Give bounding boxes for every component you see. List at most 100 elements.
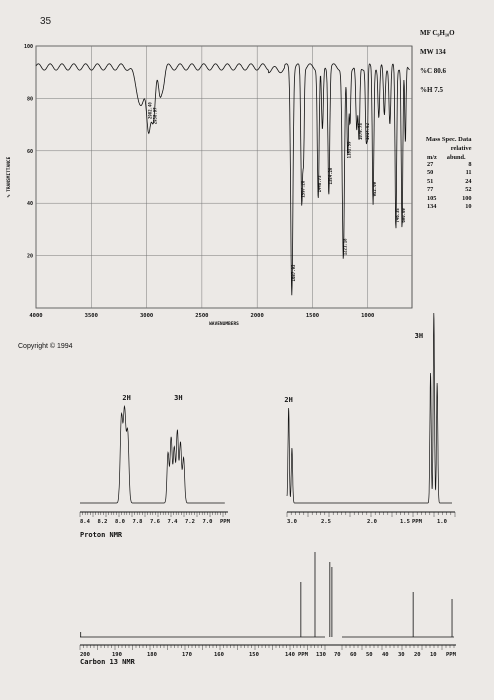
ir-peak-label: 1448.73 xyxy=(317,175,322,192)
ir-y-label: % TRANSMITTANCE xyxy=(6,156,12,197)
proton-nmr-trace-aliphatic xyxy=(286,312,452,504)
page-number: 35 xyxy=(40,16,52,27)
proton-x-tick: 1.5 xyxy=(400,519,410,525)
carbon-x-tick: 200 xyxy=(80,652,90,658)
ir-peak-label: 1181.59 xyxy=(347,141,352,158)
carbon-nmr-title: Carbon 13 NMR xyxy=(80,658,135,666)
proton-x-tick: 7.6 xyxy=(150,519,161,525)
proton-x-tick: 3.0 xyxy=(287,519,297,525)
percent-carbon: %C 80.6 xyxy=(420,67,447,75)
ir-x-tick: 1000 xyxy=(361,313,374,319)
proton-x-tick: 7.2 xyxy=(185,519,195,525)
carbon-x-tick: 70 xyxy=(334,652,341,658)
ir-peak-label: 1079.75 xyxy=(358,123,363,140)
ir-x-tick: 2500 xyxy=(195,313,208,319)
ir-peak-label: 690.09 xyxy=(401,208,406,223)
proton-x-tick: 8.2 xyxy=(98,519,108,525)
mz-value: 77 xyxy=(427,186,434,194)
carbon-x-tick: 130 xyxy=(316,652,326,658)
carbon-x-tick: 170 xyxy=(182,652,192,658)
carbon-x-tick: 30 xyxy=(398,652,405,658)
ir-peak-label: 2982.40 xyxy=(148,102,153,119)
proton-integration-label: 2H xyxy=(122,394,130,402)
carbon-x-tick: 10 xyxy=(430,652,437,658)
mass-spec-table: Mass Spec. Data relative m/z abund. 27 8 5… xyxy=(423,135,472,211)
proton-x-tick: 8.0 xyxy=(115,519,125,525)
ir-peak-label: 1354.20 xyxy=(328,167,333,184)
ir-peak-label: 1597.28 xyxy=(301,180,306,197)
proton-x-tick: PPM xyxy=(412,519,423,525)
mz-value: 51 xyxy=(427,177,434,185)
carbon-x-tick: 50 xyxy=(366,652,373,658)
abund-value: 100 xyxy=(462,194,472,202)
proton-nmr-trace-aromatic xyxy=(80,404,225,504)
mass-spec-subtitle: relative xyxy=(450,145,472,152)
percent-hydrogen: %H 7.5 xyxy=(420,86,443,94)
proton-x-tick: 8.4 xyxy=(80,519,91,525)
proton-x-tick: 2.5 xyxy=(321,519,331,525)
ir-y-tick: 40 xyxy=(27,201,33,207)
carbon-x-tick: PPM xyxy=(298,652,309,658)
carbon-x-tick: 40 xyxy=(382,652,389,658)
abund-value: 52 xyxy=(465,186,472,194)
mass-spec-title: Mass Spec. Data xyxy=(425,136,472,143)
mass-spec-row: 51 24 xyxy=(423,178,472,186)
copyright-notice: Copyright © 1994 xyxy=(18,343,73,350)
ir-y-tick: 80 xyxy=(27,96,33,102)
proton-integration-label: 2H xyxy=(284,396,292,404)
ir-trace xyxy=(35,63,410,296)
ir-peak-label: 746.35 xyxy=(395,208,400,223)
ir-x-tick: 3500 xyxy=(85,313,98,319)
mz-value: 50 xyxy=(427,169,434,177)
abund-value: 11 xyxy=(465,169,472,177)
mz-value: 134 xyxy=(427,203,437,211)
carbon-x-tick: 190 xyxy=(112,652,122,658)
ir-y-tick: 60 xyxy=(27,149,33,155)
abund-value: 24 xyxy=(465,177,472,185)
carbon-x-tick: PPM xyxy=(446,652,457,658)
mz-value: 27 xyxy=(427,161,434,168)
proton-x-tick: PPM xyxy=(220,519,231,525)
abund-value: 10 xyxy=(465,203,472,211)
ir-x-tick: 2000 xyxy=(251,313,264,319)
abund-value: 8 xyxy=(468,161,472,168)
proton-x-tick: 1.0 xyxy=(437,519,447,525)
mass-spec-row: 27 8 xyxy=(423,161,472,169)
proton-x-tick: 7.0 xyxy=(203,519,213,525)
mass-spec-row: 134 10 xyxy=(423,203,472,211)
proton-x-tick: 2.0 xyxy=(367,519,377,525)
carbon-x-tick: 160 xyxy=(214,652,224,658)
ir-peak-label: 1014.02 xyxy=(365,123,370,140)
ir-y-tick: 20 xyxy=(27,254,33,260)
mass-spec-row: 77 52 xyxy=(423,186,472,194)
carbon-x-tick: 180 xyxy=(147,652,157,658)
ir-x-tick: 1500 xyxy=(306,313,319,319)
ir-y-tick: 100 xyxy=(24,44,33,50)
ir-peak-label: 1687.93 xyxy=(291,264,296,281)
carbon-x-tick: 20 xyxy=(414,652,421,658)
proton-x-tick: 7.8 xyxy=(133,519,143,525)
proton-nmr-title: Proton NMR xyxy=(80,531,123,539)
mass-spec-row: 50 11 xyxy=(423,169,472,177)
proton-integration-label: 3H xyxy=(415,332,423,340)
ir-x-tick: 3000 xyxy=(140,313,153,319)
ir-peak-label: 952.09 xyxy=(372,181,377,196)
ir-peak-label: 2938.97 xyxy=(152,107,157,124)
proton-x-tick: 7.4 xyxy=(168,519,179,525)
mz-value: 105 xyxy=(427,194,437,202)
molecular-formula: MF C₉H₁₀O xyxy=(420,29,455,37)
proton-integration-label: 3H xyxy=(174,394,182,402)
ir-peak-label: 1221.18 xyxy=(342,238,347,255)
mass-spec-row: 105 100 xyxy=(423,195,472,203)
abund-header: abund. xyxy=(446,154,466,161)
carbon-x-tick: 140 xyxy=(285,652,295,658)
carbon-x-tick: 150 xyxy=(249,652,259,658)
molecular-weight: MW 134 xyxy=(420,48,446,56)
ir-x-tick: 4000 xyxy=(29,313,42,319)
carbon-x-tick: 60 xyxy=(350,652,357,658)
compound-info: MF C₉H₁₀O MW 134 %C 80.6 %H 7.5 xyxy=(420,24,455,100)
mz-header: m/z xyxy=(427,154,437,161)
ir-x-label: WAVENUMBERS xyxy=(209,321,239,327)
